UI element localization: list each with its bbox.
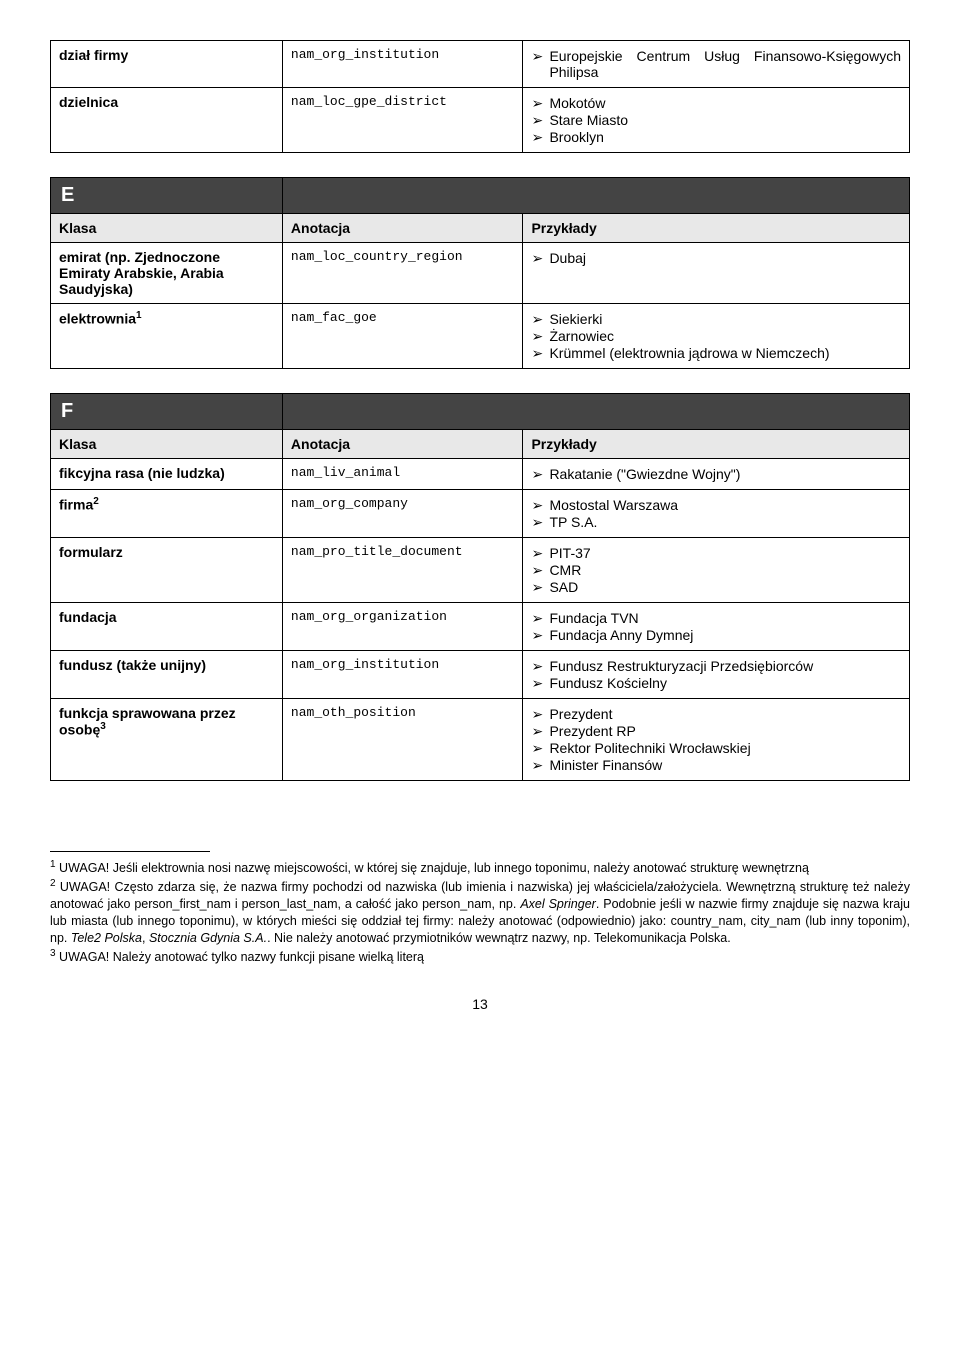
section-header-row: E — [51, 178, 910, 214]
cell-klasa: emirat (np. Zjednoczone Emiraty Arabskie… — [51, 243, 283, 304]
col-header-przyklady: Przykłady — [523, 214, 910, 243]
cell-klasa: dział firmy — [51, 41, 283, 88]
table-row: fikcyjna rasa (nie ludzka)nam_liv_animal… — [51, 459, 910, 490]
cell-anotacja: nam_loc_country_region — [282, 243, 523, 304]
section-letter: F — [51, 394, 283, 430]
cell-klasa: formularz — [51, 538, 283, 603]
table-row: fundacjanam_org_organizationFundacja TVN… — [51, 603, 910, 651]
cell-klasa: fundusz (także unijny) — [51, 651, 283, 699]
example-item: Rakatanie ("Gwiezdne Wojny") — [531, 466, 901, 482]
col-header-anotacja: Anotacja — [282, 430, 523, 459]
table-row: emirat (np. Zjednoczone Emiraty Arabskie… — [51, 243, 910, 304]
example-item: PIT-37 — [531, 545, 901, 561]
example-item: Fundusz Kościelny — [531, 675, 901, 691]
cell-examples: Mostostal WarszawaTP S.A. — [523, 490, 910, 538]
col-header-przyklady: Przykłady — [523, 430, 910, 459]
table-row: funkcja sprawowana przez osobę3nam_oth_p… — [51, 699, 910, 781]
example-list: Europejskie Centrum Usług Finansowo-Księ… — [531, 48, 901, 80]
cell-anotacja: nam_liv_animal — [282, 459, 523, 490]
footnote-2: 2 UWAGA! Często zdarza się, że nazwa fir… — [50, 877, 910, 947]
example-list: Rakatanie ("Gwiezdne Wojny") — [531, 466, 901, 482]
cell-klasa: fikcyjna rasa (nie ludzka) — [51, 459, 283, 490]
example-item: Krümmel (elektrownia jądrowa w Niemczech… — [531, 345, 901, 361]
example-item: Żarnowiec — [531, 328, 901, 344]
example-item: Fundusz Restrukturyzacji Przedsiębiorców — [531, 658, 901, 674]
example-list: SiekierkiŻarnowiecKrümmel (elektrownia j… — [531, 311, 901, 361]
example-item: Fundacja Anny Dymnej — [531, 627, 901, 643]
cell-klasa: funkcja sprawowana przez osobę3 — [51, 699, 283, 781]
example-item: SAD — [531, 579, 901, 595]
example-item: Mostostal Warszawa — [531, 497, 901, 513]
footnote-3: 3 UWAGA! Należy anotować tylko nazwy fun… — [50, 947, 910, 966]
section-header-row: F — [51, 394, 910, 430]
col-header-klasa: Klasa — [51, 214, 283, 243]
table-row: firma2nam_org_companyMostostal WarszawaT… — [51, 490, 910, 538]
section-body: emirat (np. Zjednoczone Emiraty Arabskie… — [51, 243, 910, 369]
cell-examples: Europejskie Centrum Usług Finansowo-Księ… — [523, 41, 910, 88]
cell-examples: Rakatanie ("Gwiezdne Wojny") — [523, 459, 910, 490]
cell-anotacja: nam_org_organization — [282, 603, 523, 651]
column-header-row: Klasa Anotacja Przykłady — [51, 430, 910, 459]
col-header-anotacja: Anotacja — [282, 214, 523, 243]
cell-examples: Fundusz Restrukturyzacji Przedsiębiorców… — [523, 651, 910, 699]
example-item: Minister Finansów — [531, 757, 901, 773]
cell-examples: Fundacja TVNFundacja Anny Dymnej — [523, 603, 910, 651]
example-list: MokotówStare MiastoBrooklyn — [531, 95, 901, 145]
cell-examples: Dubaj — [523, 243, 910, 304]
footnote-1: 1 UWAGA! Jeśli elektrownia nosi nazwę mi… — [50, 858, 910, 877]
example-list: Fundusz Restrukturyzacji Przedsiębiorców… — [531, 658, 901, 691]
example-item: Brooklyn — [531, 129, 901, 145]
example-list: PrezydentPrezydent RPRektor Politechniki… — [531, 706, 901, 773]
example-item: Prezydent — [531, 706, 901, 722]
cell-examples: SiekierkiŻarnowiecKrümmel (elektrownia j… — [523, 304, 910, 369]
table-row: dzielnica nam_loc_gpe_district MokotówSt… — [51, 88, 910, 153]
table-row: fundusz (także unijny)nam_org_institutio… — [51, 651, 910, 699]
cell-examples: MokotówStare MiastoBrooklyn — [523, 88, 910, 153]
cell-anotacja: nam_loc_gpe_district — [282, 88, 523, 153]
cell-examples: PIT-37CMRSAD — [523, 538, 910, 603]
example-list: Fundacja TVNFundacja Anny Dymnej — [531, 610, 901, 643]
section-header-spacer — [282, 394, 909, 430]
section-letter: E — [51, 178, 283, 214]
example-item: CMR — [531, 562, 901, 578]
cell-anotacja: nam_oth_position — [282, 699, 523, 781]
footnote-rule — [50, 851, 210, 852]
example-item: Prezydent RP — [531, 723, 901, 739]
cell-anotacja: nam_pro_title_document — [282, 538, 523, 603]
col-header-klasa: Klasa — [51, 430, 283, 459]
example-list: Dubaj — [531, 250, 901, 266]
cell-anotacja: nam_fac_goe — [282, 304, 523, 369]
cell-klasa: elektrownia1 — [51, 304, 283, 369]
table-row: elektrownia1nam_fac_goeSiekierkiŻarnowie… — [51, 304, 910, 369]
example-item: Stare Miasto — [531, 112, 901, 128]
example-item: Europejskie Centrum Usług Finansowo-Księ… — [531, 48, 901, 80]
cell-klasa: fundacja — [51, 603, 283, 651]
table-row: dział firmy nam_org_institution Europejs… — [51, 41, 910, 88]
example-item: Siekierki — [531, 311, 901, 327]
table-row: formularznam_pro_title_documentPIT-37CMR… — [51, 538, 910, 603]
footnotes: 1 UWAGA! Jeśli elektrownia nosi nazwę mi… — [50, 851, 910, 966]
column-header-row: Klasa Anotacja Przykłady — [51, 214, 910, 243]
example-item: Rektor Politechniki Wrocławskiej — [531, 740, 901, 756]
cell-examples: PrezydentPrezydent RPRektor Politechniki… — [523, 699, 910, 781]
cell-anotacja: nam_org_institution — [282, 41, 523, 88]
example-item: Mokotów — [531, 95, 901, 111]
cell-anotacja: nam_org_institution — [282, 651, 523, 699]
cell-klasa: dzielnica — [51, 88, 283, 153]
example-item: Fundacja TVN — [531, 610, 901, 626]
table-top: dział firmy nam_org_institution Europejs… — [50, 40, 910, 153]
example-item: Dubaj — [531, 250, 901, 266]
cell-klasa: firma2 — [51, 490, 283, 538]
table-section-e: E Klasa Anotacja Przykłady emirat (np. Z… — [50, 177, 910, 369]
cell-anotacja: nam_org_company — [282, 490, 523, 538]
page-number: 13 — [50, 996, 910, 1012]
example-list: Mostostal WarszawaTP S.A. — [531, 497, 901, 530]
table-section-f: F Klasa Anotacja Przykłady fikcyjna rasa… — [50, 393, 910, 781]
section-body: fikcyjna rasa (nie ludzka)nam_liv_animal… — [51, 459, 910, 781]
example-list: PIT-37CMRSAD — [531, 545, 901, 595]
section-header-spacer — [282, 178, 909, 214]
example-item: TP S.A. — [531, 514, 901, 530]
